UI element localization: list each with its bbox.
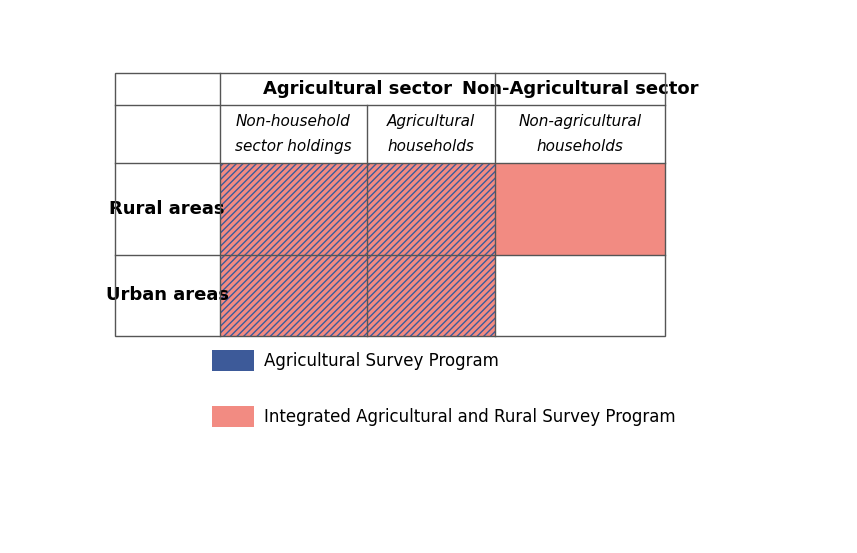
Bar	[367, 255, 494, 336]
Bar	[115, 72, 665, 336]
Bar	[367, 255, 494, 336]
Text: Agricultural
households: Agricultural households	[387, 114, 475, 154]
Bar	[212, 406, 255, 427]
Text: Agricultural sector: Agricultural sector	[262, 80, 452, 98]
Bar	[367, 163, 494, 255]
Text: Integrated Agricultural and Rural Survey Program: Integrated Agricultural and Rural Survey…	[264, 408, 675, 426]
Bar	[219, 255, 367, 336]
Bar	[367, 163, 494, 255]
Text: Non-Agricultural sector: Non-Agricultural sector	[462, 80, 698, 98]
Bar	[219, 255, 367, 336]
Text: Urban areas: Urban areas	[105, 286, 229, 305]
Text: Rural areas: Rural areas	[110, 200, 225, 218]
Text: Agricultural Survey Program: Agricultural Survey Program	[264, 352, 499, 369]
Bar	[219, 163, 367, 255]
Bar	[494, 255, 665, 336]
Bar	[494, 163, 665, 255]
Text: Non-household
sector holdings: Non-household sector holdings	[235, 114, 351, 154]
Text: Non-agricultural
households: Non-agricultural households	[518, 114, 641, 154]
Bar	[212, 349, 255, 371]
Bar	[219, 163, 367, 255]
